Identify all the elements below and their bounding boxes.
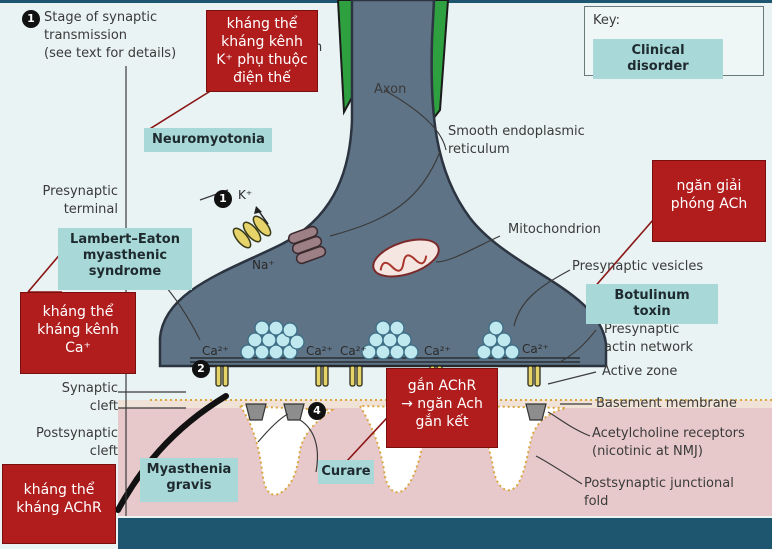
legend-text-line3: (see text for details) [44, 46, 177, 61]
callout-lines [118, 66, 597, 516]
step-marker-ach: 4 [308, 402, 326, 420]
achr-label-line1: Acetylcholine receptors [592, 426, 745, 441]
annotation-vgcc-antibody: kháng thể kháng kênh Ca⁺ [20, 292, 136, 374]
annotation-curare-line3: gắn kết [415, 414, 469, 430]
botulinum-box: Botulinum toxin [586, 284, 718, 324]
key-clinical-sample: Clinical disorder [593, 39, 723, 79]
smooth-er [287, 225, 327, 265]
lambert-eaton-box: Lambert–Eaton myasthenic syndrome [58, 228, 192, 290]
actin-label-line1: Presynaptic [604, 322, 680, 337]
annotation-vgcc-line3: Ca⁺ [65, 340, 91, 356]
lambert-eaton-line1: Lambert–Eaton [70, 232, 180, 247]
axon-label: Axon [374, 82, 407, 97]
step-marker-k: 1 [214, 190, 232, 208]
presynaptic-terminal-label-line2: terminal [63, 202, 118, 217]
ca-ion-label-2: Ca²⁺ [306, 344, 333, 358]
postsynaptic-cleft-label-line2: cleft [89, 444, 118, 459]
synaptic-cleft-label-line2: cleft [89, 399, 118, 414]
myelin-fragment-label: n [314, 40, 323, 55]
achr-label-line2: (nicotinic at NMJ) [592, 444, 703, 459]
k-channel [232, 215, 272, 249]
lambert-eaton-line3: syndrome [88, 264, 162, 279]
myasthenia-gravis-box: Myasthenia gravis [140, 458, 238, 502]
annotation-achr-antibody: kháng thể kháng AChR [2, 464, 116, 544]
bottom-bar [118, 518, 772, 549]
myasthenia-gravis-line1: Myasthenia [146, 462, 232, 477]
annotation-vgcc-line2: kháng kênh [37, 322, 119, 338]
presynaptic-terminal [158, 0, 608, 368]
ser-label-line2: reticulum [448, 142, 510, 157]
active-zone-label: Active zone [602, 364, 678, 379]
step-marker-ca: 2 [192, 360, 210, 378]
annotation-achr-ab-line2: kháng AChR [16, 500, 102, 516]
annotation-curare-line2: → ngăn Ach [401, 396, 483, 412]
ca-ion-label-3: Ca²⁺ [340, 344, 367, 358]
mitochondrion [372, 238, 440, 278]
vesicle-clusters [240, 320, 520, 360]
annotation-curare-line1: gắn AChR [407, 378, 477, 394]
key-box: Key: Clinical disorder [584, 6, 764, 79]
fold-label-line2: fold [584, 494, 609, 509]
synaptic-cleft-label-line1: Synaptic [61, 381, 118, 396]
annotation-achr-ab-line1: kháng thể [23, 482, 95, 498]
ca-ion-label-5: Ca²⁺ [522, 342, 549, 356]
ca-ion-label-4: Ca²⁺ [424, 344, 451, 358]
basement-membrane-label: Basement membrane [596, 396, 737, 411]
lambert-eaton-line2: myasthenic [82, 248, 168, 263]
myasthenia-gravis-line2: gravis [166, 478, 212, 493]
mitochondrion-label: Mitochondrion [508, 222, 601, 237]
ser-label-line1: Smooth endoplasmic [448, 124, 585, 139]
legend-text-line1: Stage of synaptic [44, 10, 158, 25]
neuromyotonia-box: Neuromyotonia [144, 128, 272, 152]
annotation-curare-action: gắn AChR → ngăn Ach gắn kết [386, 368, 498, 448]
vesicles-label: Presynaptic vesicles [572, 259, 704, 274]
annotation-ach-release-line2: phóng ACh [670, 196, 748, 212]
legend-text-line2: transmission [44, 28, 128, 43]
fold-label-line1: Postsynaptic junctional [584, 476, 734, 491]
ca-ion-label-1: Ca²⁺ [202, 344, 229, 358]
step-marker-legend: 1 [22, 10, 40, 28]
annotation-ach-release: ngăn giải phóng ACh [652, 160, 766, 242]
postsynaptic-cleft-label-line1: Postsynaptic [36, 426, 118, 441]
na-ion-label: Na⁺ [252, 258, 275, 272]
annotation-vgcc-line1: kháng thể [42, 304, 114, 320]
annotation-vgkc-line3: K⁺ phụ thuộc [216, 52, 308, 68]
annotation-vgkc-antibody: kháng thể kháng kênh K⁺ phụ thuộc điện t… [206, 10, 318, 92]
annotation-vgkc-line1: kháng thể [226, 16, 298, 32]
annotation-vgkc-line4: điện thế [233, 70, 291, 86]
key-title: Key: [593, 13, 621, 28]
k-ion-label: K⁺ [238, 188, 253, 202]
presynaptic-terminal-label-line1: Presynaptic [42, 184, 118, 199]
actin-label-line2: actin network [604, 340, 693, 355]
annotation-ach-release-line1: ngăn giải [676, 178, 742, 194]
annotation-vgkc-line2: kháng kênh [221, 34, 303, 50]
curare-box: Curare [318, 460, 374, 484]
